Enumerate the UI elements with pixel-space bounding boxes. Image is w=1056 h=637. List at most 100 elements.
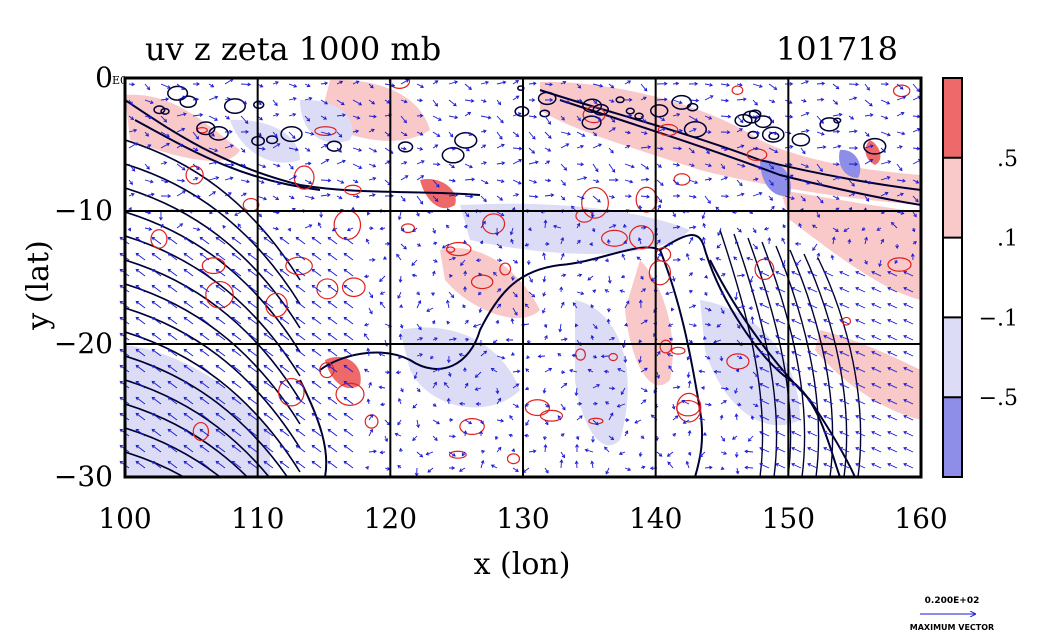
wind-vector [128,129,137,133]
wind-vector-head [657,239,661,244]
wind-vector [167,317,178,325]
wind-vector [688,99,699,102]
wind-vector-head [400,227,405,232]
wind-vector [638,237,642,245]
wind-vector [215,413,226,421]
wind-vector-head [279,412,284,417]
wind-vector-head [678,146,683,151]
wind-vector [720,387,729,390]
wind-vector-head [135,252,140,257]
wind-vector [336,81,343,85]
wind-vector-head [182,95,187,100]
wind-vector-head [834,101,839,105]
wind-vector-head [627,80,632,84]
wind-vector [183,301,194,309]
wind-vector [199,365,210,373]
wind-vector-head [577,84,582,89]
wind-vector [224,78,234,85]
wind-vector [759,303,770,309]
wind-vector-head [775,414,779,419]
wind-vector-head [431,292,435,297]
wind-vector-head [561,454,566,459]
wind-vector-head [247,412,252,417]
wind-vector-head [499,135,503,140]
wind-vector-head [597,117,602,121]
wind-vector [672,386,680,389]
wind-vector-head [546,242,550,246]
wind-vector-head [642,399,647,403]
wind-vector-head [735,470,740,475]
wind-vector [496,243,502,249]
wind-vector-head [308,180,313,184]
wind-vector [491,464,498,469]
wind-vector [160,179,168,183]
wind-vector-head [478,272,482,277]
wind-vector [768,99,775,103]
wind-vector-head [618,451,623,456]
wind-vector-head [864,236,868,241]
wind-vector-head [871,382,875,387]
wind-vector [128,179,133,185]
wind-vector-head [119,364,124,369]
wind-vector [279,413,290,421]
wind-vector-head [199,444,204,449]
wind-vector-head [247,252,252,257]
wind-vector [167,445,178,453]
height-contour [125,283,301,425]
wind-vector-head [547,148,552,152]
wind-vector [464,419,472,424]
wind-vector-head [279,460,284,465]
wind-vector [327,301,338,309]
wind-vector-head [724,147,728,151]
wind-vector [336,114,346,117]
wind-vector-head [807,270,811,275]
wind-vector [416,195,424,205]
wind-vector-head [243,100,248,105]
wind-vector [592,143,602,149]
wind-vector-head [497,397,502,402]
wind-vector-head [595,421,599,426]
wind-vector-head [701,215,706,220]
height-contour [153,105,166,115]
wind-vector-head [215,316,220,321]
wind-vector-head [571,205,575,210]
wind-vector-head [199,332,204,337]
wind-vector [231,445,242,453]
wind-vector-head [610,99,615,103]
wind-vector-head [463,367,467,371]
wind-vector [896,83,904,90]
wind-vector [704,195,711,204]
wind-vector [295,349,306,357]
wind-vector [199,269,210,277]
wind-vector-head [419,146,424,151]
wind-vector [448,291,454,298]
wind-vector-head [179,143,184,148]
wind-vector [512,112,522,117]
wind-vector [279,317,290,325]
wind-vector-head [293,175,297,179]
wind-vector-head [417,243,422,247]
wind-vector-head [563,167,568,171]
zeta-patch [325,356,361,389]
wind-vector-head [258,213,263,218]
wind-vector-head [119,412,124,417]
wind-vector [640,387,648,392]
wind-vector [560,179,566,186]
zeta-contour [581,186,609,219]
wind-vector-head [866,86,870,91]
wind-vector-head [750,337,754,341]
wind-vector-head [469,194,474,199]
zeta-contour [524,399,551,417]
wind-vector-head [515,383,520,387]
wind-vector [167,397,178,405]
wind-vector [144,193,155,197]
wind-vector [525,303,530,309]
wind-vector-head [196,166,200,171]
wind-vector [528,82,536,85]
wind-vector [160,83,171,89]
wind-vector-head [531,293,536,298]
wind-vector [880,192,889,197]
wind-vector [343,381,354,389]
wind-vector-head [839,270,843,275]
wind-vector-head [756,354,760,359]
